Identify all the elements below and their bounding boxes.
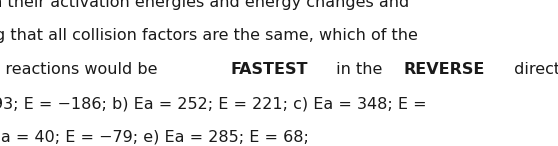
Text: following reactions would be: following reactions would be <box>0 62 163 77</box>
Text: 161; d) Ea = 40; E = −79; e) Ea = 285; E = 68;: 161; d) Ea = 40; E = −79; e) Ea = 285; E… <box>0 130 309 145</box>
Text: a) Ea = 93; E = −186; b) Ea = 252; E = 221; c) Ea = 348; E =: a) Ea = 93; E = −186; b) Ea = 252; E = 2… <box>0 96 427 111</box>
Text: in the: in the <box>331 62 387 77</box>
Text: FASTEST: FASTEST <box>231 62 309 77</box>
Text: REVERSE: REVERSE <box>403 62 485 77</box>
Text: Based on their activation energies and energy changes and: Based on their activation energies and e… <box>0 0 410 10</box>
Text: direction?: direction? <box>509 62 558 77</box>
Text: assuming that all collision factors are the same, which of the: assuming that all collision factors are … <box>0 28 418 44</box>
